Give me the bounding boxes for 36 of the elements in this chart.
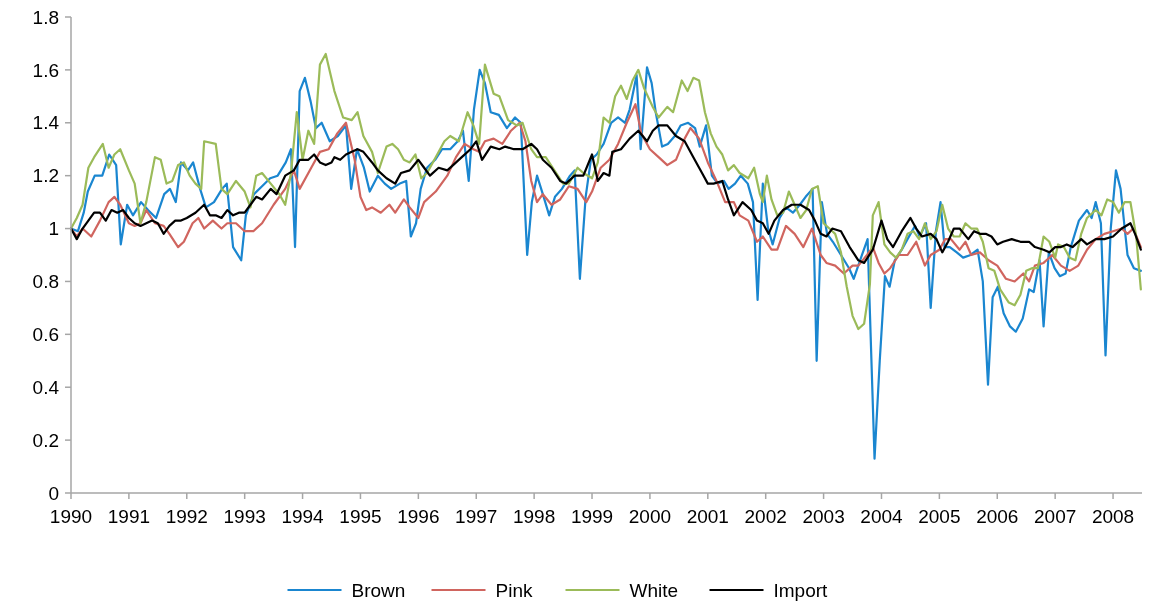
x-tick-label: 2001 <box>686 506 729 527</box>
x-tick-label: 1995 <box>339 506 382 527</box>
y-tick-label: 1.6 <box>32 59 59 81</box>
x-tick-label: 1998 <box>512 506 556 527</box>
y-tick-label: 1.8 <box>32 6 59 28</box>
legend-label: Pink <box>495 579 533 601</box>
y-tick-label: 0.6 <box>32 323 59 345</box>
x-tick-label: 1996 <box>397 506 440 527</box>
x-tick-label: 1994 <box>281 506 325 527</box>
x-tick-label: 2005 <box>918 506 961 527</box>
y-tick-label: 0.8 <box>32 271 59 293</box>
x-tick-label: 2003 <box>802 506 845 527</box>
y-tick-label: 1.2 <box>32 165 59 187</box>
y-tick-label: 0.4 <box>32 376 60 398</box>
x-tick-label: 2002 <box>744 506 787 527</box>
x-tick-label: 2000 <box>628 506 672 527</box>
x-tick-label: 2006 <box>976 506 1019 527</box>
x-tick-label: 2007 <box>1034 506 1077 527</box>
x-tick-label: 2008 <box>1091 506 1135 527</box>
legend-label: Import <box>773 579 829 601</box>
line-series <box>69 52 1142 331</box>
y-tick-label: 1.4 <box>32 112 60 134</box>
y-tick-label: 1 <box>48 218 59 240</box>
legend-label: Brown <box>351 579 406 601</box>
line-series <box>69 66 1142 460</box>
x-tick-label: 1992 <box>165 506 208 527</box>
legend-label: White <box>629 579 679 601</box>
x-tick-label: 2004 <box>860 506 904 527</box>
y-tick-label: 0.2 <box>32 429 59 451</box>
x-tick-label: 1993 <box>223 506 266 527</box>
line-series <box>69 124 1142 265</box>
x-tick-label: 1990 <box>49 506 93 527</box>
x-tick-label: 1999 <box>570 506 614 527</box>
x-tick-label: 1991 <box>107 506 151 527</box>
y-tick-label: 0 <box>48 482 59 504</box>
x-tick-label: 1997 <box>455 506 498 527</box>
